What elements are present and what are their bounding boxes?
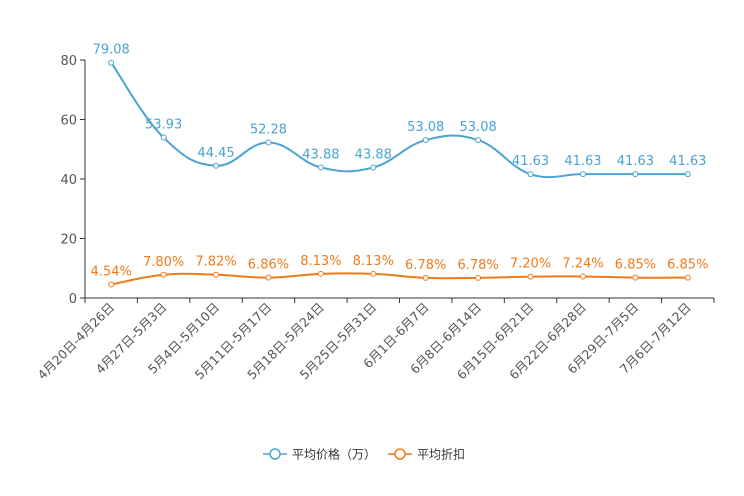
data-point[interactable]: [579, 171, 586, 178]
data-label: 41.63: [512, 154, 549, 169]
data-label: 41.63: [617, 154, 654, 169]
y-tick-label: 20: [60, 233, 77, 248]
data-label: 6.78%: [457, 258, 498, 273]
data-label: 6.86%: [248, 258, 289, 273]
data-label: 44.45: [197, 146, 234, 161]
data-point[interactable]: [632, 171, 639, 178]
y-tick-label: 60: [60, 114, 77, 129]
y-tick-label: 40: [60, 173, 77, 188]
series-line: [111, 272, 688, 286]
legend-marker-icon: [394, 448, 406, 460]
data-label: 53.93: [145, 118, 182, 133]
data-point[interactable]: [475, 274, 482, 281]
data-point[interactable]: [317, 164, 324, 171]
data-label: 7.82%: [195, 255, 236, 270]
data-label: 8.13%: [300, 254, 341, 269]
data-label: 79.08: [93, 43, 130, 58]
data-label: 6.85%: [615, 258, 656, 273]
data-point[interactable]: [422, 274, 429, 281]
series-1: 79.08 53.93 44.45 52.28 43.88 43.88 53.08 53.08…: [93, 43, 706, 179]
data-label: 7.20%: [510, 257, 551, 272]
data-label: 53.08: [407, 120, 444, 135]
data-label: 43.88: [302, 147, 339, 162]
data-point[interactable]: [265, 274, 272, 281]
legend-marker-icon: [269, 448, 281, 460]
data-point[interactable]: [160, 271, 167, 278]
legend-label: 平均折扣: [417, 447, 465, 462]
data-label: 6.85%: [667, 258, 708, 273]
data-point[interactable]: [108, 59, 115, 66]
legend-item-2[interactable]: 平均折扣: [388, 447, 465, 462]
data-point[interactable]: [370, 270, 377, 277]
series-2: 4.54% 7.80% 7.82% 6.86% 8.13% 8.13% 6.78% 6.78%…: [91, 254, 708, 288]
data-point[interactable]: [317, 270, 324, 277]
series-layer: 79.08 53.93 44.45 52.28 43.88 43.88 53.08 53.08…: [91, 43, 708, 288]
data-label: 52.28: [250, 122, 287, 137]
legend: 平均价格（万） 平均折扣: [263, 447, 465, 462]
y-tick-label: 0: [69, 292, 77, 307]
data-point[interactable]: [265, 139, 272, 146]
data-point[interactable]: [108, 281, 115, 288]
data-label: 7.80%: [143, 255, 184, 270]
data-point[interactable]: [684, 171, 691, 178]
data-point[interactable]: [213, 271, 220, 278]
y-tick-label: 80: [60, 54, 77, 69]
data-point[interactable]: [684, 274, 691, 281]
legend-item-1[interactable]: 平均价格（万）: [263, 447, 376, 462]
data-point[interactable]: [475, 137, 482, 144]
data-point[interactable]: [370, 164, 377, 171]
data-point[interactable]: [422, 137, 429, 144]
data-label: 41.63: [669, 154, 706, 169]
data-label: 6.78%: [405, 258, 446, 273]
legend-label: 平均价格（万）: [292, 447, 376, 462]
data-point[interactable]: [579, 273, 586, 280]
data-label: 41.63: [564, 154, 601, 169]
data-label: 43.88: [355, 147, 392, 162]
data-label: 7.24%: [562, 256, 603, 271]
data-point[interactable]: [527, 171, 534, 178]
data-point[interactable]: [632, 274, 639, 281]
data-point[interactable]: [160, 134, 167, 141]
data-label: 8.13%: [353, 254, 394, 269]
data-point[interactable]: [527, 273, 534, 280]
data-label: 4.54%: [91, 264, 132, 279]
data-label: 53.08: [460, 120, 497, 135]
data-point[interactable]: [213, 162, 220, 169]
